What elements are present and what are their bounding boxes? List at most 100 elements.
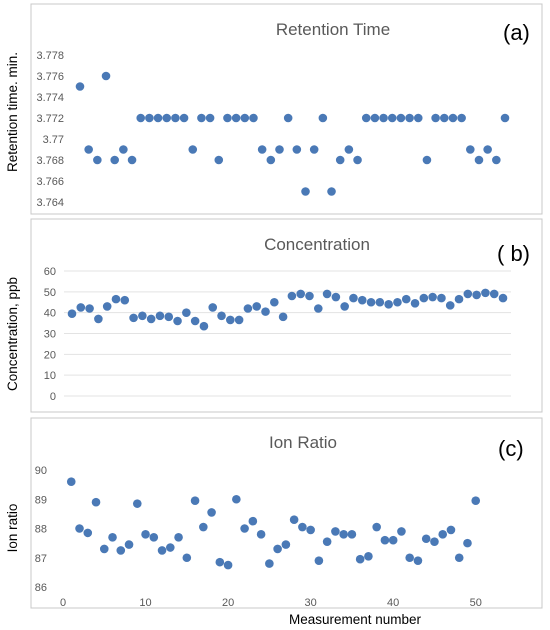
ion-ratio-point <box>240 524 249 533</box>
concentration-y-tick-label: 10 <box>44 370 56 382</box>
concentration-panel: Concentration ( b) Concentration, ppb 60… <box>5 218 543 413</box>
ion-ratio-point <box>322 537 332 546</box>
retention-time-point <box>361 113 371 123</box>
retention-time-y-ticks: 3.778 3.776 3.774 3.772 3.77 3.768 3.766 3.764 <box>36 50 64 209</box>
concentration-point <box>498 293 508 303</box>
retention-time-point <box>396 113 406 123</box>
retention-time-point <box>439 113 449 123</box>
retention-time-point <box>145 113 154 123</box>
concentration-point <box>226 315 235 325</box>
concentration-point <box>138 311 147 321</box>
retention-time-title: Retention Time <box>276 20 390 39</box>
ion-ratio-point <box>265 559 274 568</box>
ion-ratio-x-tick-label: 40 <box>387 597 399 609</box>
ion-ratio-point <box>289 515 299 525</box>
ion-ratio-panel-label: (c) <box>498 436 524 461</box>
retention-time-panel-label: (a) <box>503 20 530 45</box>
ion-ratio-point <box>463 538 472 548</box>
ion-ratio-x-ticks: 0 10 20 30 40 50 <box>60 597 482 609</box>
concentration-point <box>472 290 481 300</box>
ion-ratio-point <box>157 546 167 555</box>
retention-time-point <box>492 155 501 165</box>
retention-time-point <box>309 145 319 154</box>
concentration-y-tick-label: 60 <box>44 266 56 278</box>
retention-time-point <box>119 145 128 154</box>
ion-ratio-point <box>108 532 117 542</box>
concentration-point <box>261 307 270 316</box>
ion-ratio-x-tick-label: 20 <box>222 597 234 609</box>
concentration-point <box>208 303 218 312</box>
retention-time-point <box>353 155 362 165</box>
concentration-point <box>129 313 138 323</box>
concentration-point <box>199 321 209 331</box>
retention-time-point <box>214 155 224 165</box>
concentration-point <box>349 293 358 303</box>
concentration-point <box>278 312 288 322</box>
ion-ratio-point <box>347 530 357 539</box>
ion-ratio-point <box>182 553 192 563</box>
retention-time-panel: Retention Time (a) Retention time. min. … <box>5 3 543 215</box>
concentration-point <box>410 298 420 308</box>
retention-time-y-tick-label: 3.766 <box>36 176 64 188</box>
ion-ratio-point <box>83 528 93 538</box>
ion-ratio-point <box>149 532 159 542</box>
concentration-point <box>454 294 464 304</box>
ion-ratio-y-tick-label: 89 <box>35 494 47 506</box>
retention-time-point <box>223 113 232 123</box>
concentration-point <box>331 292 341 302</box>
retention-time-point <box>240 113 250 123</box>
retention-time-point <box>136 113 146 123</box>
retention-time-point <box>457 113 466 123</box>
concentration-point <box>481 288 490 298</box>
concentration-point <box>155 311 165 321</box>
concentration-point <box>234 315 244 325</box>
ion-ratio-point <box>256 530 266 539</box>
concentration-point <box>85 304 94 313</box>
concentration-point <box>305 291 314 301</box>
retention-time-point <box>413 113 423 123</box>
concentration-point <box>76 303 86 312</box>
ion-ratio-point <box>446 525 456 535</box>
retention-time-point <box>448 113 458 123</box>
concentration-point <box>164 312 174 322</box>
ion-ratio-point <box>232 494 241 504</box>
ion-ratio-point <box>413 556 423 565</box>
ion-ratio-y-ticks: 90 89 88 87 86 <box>35 465 47 594</box>
concentration-y-tick-label: 40 <box>44 308 56 320</box>
concentration-y-tick-label: 20 <box>44 349 56 361</box>
concentration-point <box>322 289 332 299</box>
ion-ratio-point <box>199 522 208 532</box>
ion-ratio-x-tick-label: 50 <box>470 597 482 609</box>
ion-ratio-title: Ion Ratio <box>269 433 337 452</box>
retention-time-point <box>431 113 440 123</box>
retention-time-point <box>197 113 206 123</box>
concentration-point <box>287 291 297 301</box>
ion-ratio-point <box>190 496 200 506</box>
ion-ratio-point <box>141 530 150 539</box>
ion-ratio-panel: Ion Ratio (c) Ion ratio 90 89 88 87 86 0 10 20… <box>5 417 543 609</box>
concentration-point <box>243 304 253 313</box>
retention-time-point <box>257 145 267 154</box>
retention-time-point <box>75 82 85 91</box>
retention-time-point <box>171 113 180 123</box>
retention-time-y-tick-label: 3.768 <box>36 155 64 167</box>
concentration-point <box>428 292 437 302</box>
ion-ratio-point <box>454 553 464 563</box>
retention-time-point <box>387 113 397 123</box>
retention-time-point <box>379 113 388 123</box>
ion-ratio-point <box>298 522 307 532</box>
concentration-point <box>393 297 402 307</box>
ion-ratio-point <box>281 540 291 549</box>
ion-ratio-point <box>438 530 448 539</box>
ion-ratio-x-tick-label: 0 <box>60 597 66 609</box>
ion-ratio-y-tick-label: 87 <box>35 553 47 565</box>
retention-time-point <box>474 155 484 165</box>
retention-time-point <box>344 145 354 154</box>
ion-ratio-point <box>223 560 233 570</box>
ion-ratio-y-tick-label: 88 <box>35 524 47 536</box>
ion-ratio-point <box>248 516 258 526</box>
concentration-point <box>270 297 279 307</box>
retention-time-point <box>370 113 380 123</box>
concentration-point <box>401 294 411 304</box>
ion-ratio-x-tick-label: 30 <box>305 597 317 609</box>
